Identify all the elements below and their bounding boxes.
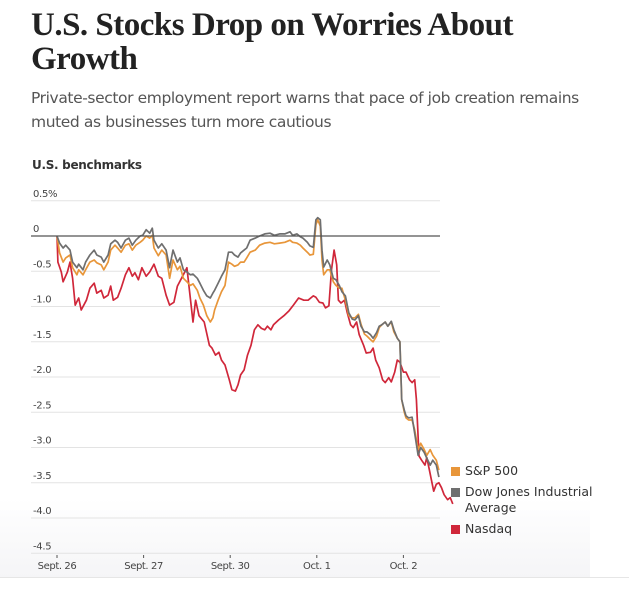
- y-tick-label: -2.0: [33, 365, 51, 376]
- series-line-nasdaq: [56, 235, 454, 505]
- gridlines: [31, 200, 440, 554]
- x-tick-label: Sept. 27: [124, 561, 163, 572]
- legend-item-dow: Dow Jones Industrial Average: [451, 484, 621, 516]
- series-line-s-p-500: [56, 218, 440, 471]
- y-tick-label: 0: [33, 224, 39, 235]
- nasdaq-swatch-icon: [451, 525, 460, 534]
- legend-item-sp500: S&P 500: [451, 463, 621, 479]
- x-axis: Sept. 26 Sept. 27 Sept. 30 Oct. 1 Oct. 2: [38, 555, 418, 572]
- series-line-dow-jones-industrial-average: [56, 216, 440, 478]
- x-tick-label: Sept. 26: [38, 561, 77, 572]
- x-tick-label: Sept. 30: [211, 561, 250, 572]
- y-tick-label: 0.5%: [33, 189, 57, 200]
- chart-background: [0, 178, 590, 578]
- y-tick-label: -1.5: [33, 330, 51, 341]
- divider: [0, 577, 629, 578]
- y-tick-label: -3.0: [33, 436, 51, 447]
- legend-item-nasdaq: Nasdaq: [451, 521, 621, 537]
- x-tick-label: Oct. 1: [303, 561, 331, 572]
- y-axis-labels: 0.5% 0 -0.5 -1.0 -1.5 -2.0 -2.5 -3.0 -3.5 -4.0 -4.…: [33, 189, 58, 553]
- legend-label: Dow Jones Industrial Average: [465, 484, 593, 515]
- subheadline: Private-sector employment report warns t…: [31, 89, 579, 131]
- x-tick-label: Oct. 2: [390, 561, 418, 572]
- y-tick-label: -3.5: [33, 471, 51, 482]
- chart-title: U.S. benchmarks: [32, 158, 142, 172]
- legend-label: Nasdaq: [465, 521, 513, 536]
- y-tick-label: -0.5: [33, 259, 51, 270]
- legend: S&P 500 Dow Jones Industrial Average Nas…: [451, 463, 621, 542]
- y-tick-label: -4.5: [33, 541, 51, 552]
- headline: U.S. Stocks Drop on Worries About Growth: [31, 7, 513, 77]
- series-lines: [31, 216, 454, 505]
- y-tick-label: -4.0: [33, 506, 51, 517]
- y-tick-label: -2.5: [33, 400, 51, 411]
- sp500-swatch-icon: [451, 467, 460, 476]
- legend-label: S&P 500: [465, 463, 519, 478]
- y-tick-label: -1.0: [33, 295, 51, 306]
- dow-swatch-icon: [451, 488, 460, 497]
